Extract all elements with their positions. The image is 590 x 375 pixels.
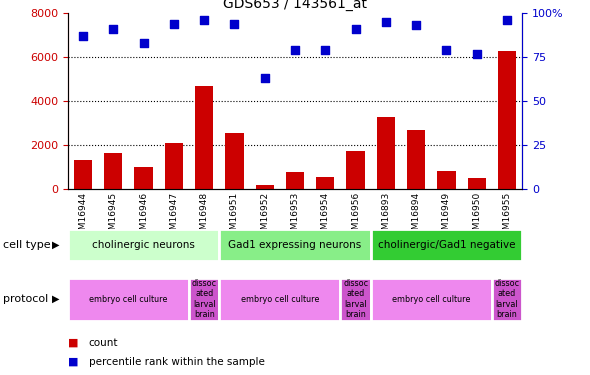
Text: embryo cell culture: embryo cell culture: [89, 295, 168, 304]
Text: Gad1 expressing neurons: Gad1 expressing neurons: [228, 240, 362, 250]
Bar: [371, 278, 492, 321]
Bar: [316, 177, 335, 189]
Point: [381, 19, 391, 25]
Bar: [286, 172, 304, 189]
Text: percentile rank within the sample: percentile rank within the sample: [88, 357, 264, 367]
Bar: [189, 278, 219, 321]
Bar: [225, 133, 244, 189]
Title: GDS653 / 143561_at: GDS653 / 143561_at: [223, 0, 367, 11]
Bar: [346, 151, 365, 189]
Text: protocol: protocol: [3, 294, 48, 304]
Text: dissoc
ated
larval
brain: dissoc ated larval brain: [192, 279, 217, 319]
Text: dissoc
ated
larval
brain: dissoc ated larval brain: [343, 279, 368, 319]
Point: [230, 21, 239, 27]
Point: [472, 51, 481, 57]
Text: cell type: cell type: [3, 240, 51, 250]
Text: ■: ■: [68, 357, 78, 367]
Point: [320, 47, 330, 53]
Bar: [498, 51, 516, 189]
Point: [351, 26, 360, 32]
Bar: [219, 278, 340, 321]
Bar: [195, 86, 213, 189]
Bar: [340, 278, 371, 321]
Bar: [492, 278, 522, 321]
Bar: [255, 184, 274, 189]
Bar: [371, 229, 522, 261]
Point: [290, 47, 300, 53]
Bar: [104, 153, 122, 189]
Text: ▶: ▶: [53, 294, 60, 304]
Point: [109, 26, 118, 32]
Point: [139, 40, 148, 46]
Point: [442, 47, 451, 53]
Point: [169, 21, 179, 27]
Point: [260, 75, 270, 81]
Bar: [68, 229, 219, 261]
Bar: [468, 178, 486, 189]
Text: count: count: [88, 338, 118, 348]
Bar: [407, 130, 425, 189]
Bar: [165, 143, 183, 189]
Bar: [135, 167, 153, 189]
Bar: [68, 278, 189, 321]
Bar: [219, 229, 371, 261]
Point: [411, 22, 421, 28]
Text: cholinergic neurons: cholinergic neurons: [92, 240, 195, 250]
Text: dissoc
ated
larval
brain: dissoc ated larval brain: [494, 279, 520, 319]
Bar: [437, 171, 455, 189]
Text: ■: ■: [68, 338, 78, 348]
Point: [78, 33, 88, 39]
Bar: [74, 160, 92, 189]
Text: embryo cell culture: embryo cell culture: [392, 295, 470, 304]
Text: cholinergic/Gad1 negative: cholinergic/Gad1 negative: [378, 240, 515, 250]
Point: [199, 17, 209, 23]
Text: embryo cell culture: embryo cell culture: [241, 295, 319, 304]
Bar: [377, 117, 395, 189]
Text: ▶: ▶: [53, 240, 60, 250]
Point: [502, 17, 512, 23]
